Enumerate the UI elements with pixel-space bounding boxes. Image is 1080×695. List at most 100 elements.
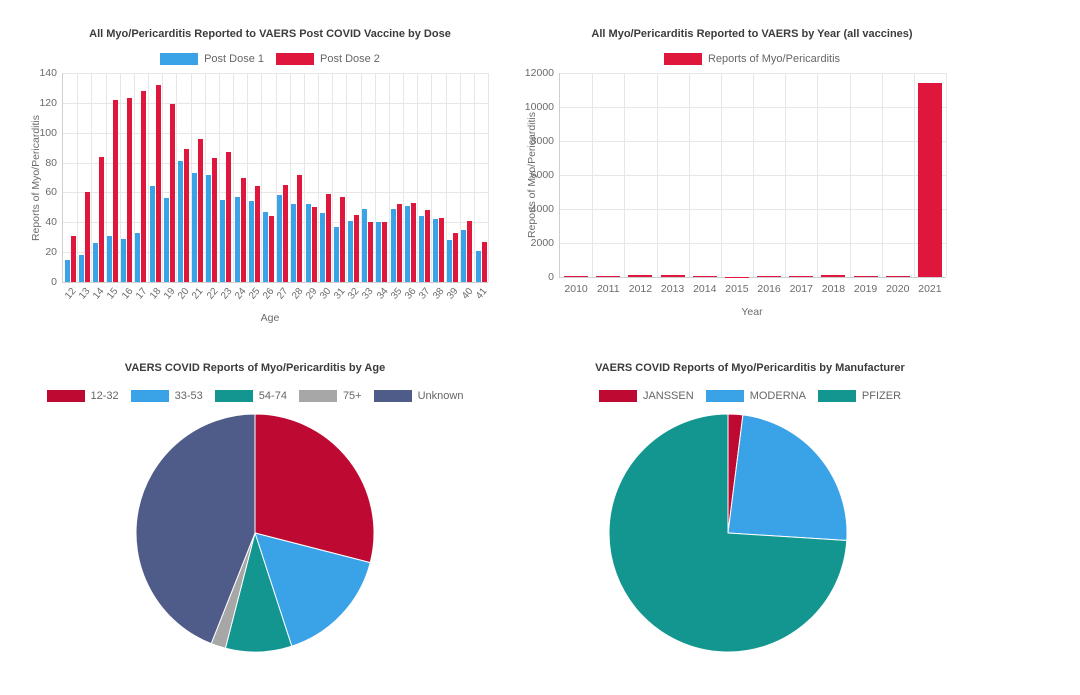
gridline	[332, 73, 334, 282]
x-axis-tick-label: 2018	[821, 283, 846, 295]
bar-post-dose-1-18	[149, 186, 155, 282]
bar-post-dose-2-20	[183, 149, 189, 282]
bar-group-18	[148, 73, 162, 282]
gridline	[261, 73, 263, 282]
legend-item-post-dose-1[interactable]: Post Dose 1	[160, 53, 264, 65]
bar-group-39	[446, 73, 460, 282]
plot-area: 0 2000 4000 6000 8000 10000 12000 2010 2011 2012 2…	[525, 67, 947, 295]
x-axis-tick-label: 2016	[757, 283, 781, 295]
y-axis-tick: 140	[39, 67, 57, 79]
bar-post-dose-2-29	[311, 207, 317, 282]
bar-post-dose-2-12	[70, 235, 76, 282]
bar-post-dose-2-33	[368, 222, 374, 282]
y-axis-tick: 0	[548, 271, 554, 283]
x-axis-tick-label: 21	[190, 286, 207, 302]
pie-svg	[608, 413, 848, 653]
gridline	[817, 73, 819, 277]
legend-item-54-74[interactable]: 54-74	[214, 390, 287, 402]
y-axis-tick: 60	[45, 186, 57, 199]
legend-item-moderna[interactable]: MODERNA	[705, 390, 806, 402]
bar-post-dose-2-18	[155, 84, 161, 282]
pie-slice-moderna	[727, 414, 848, 542]
y-axis-tick: 12000	[524, 67, 554, 79]
gridline	[318, 73, 319, 282]
bar-post-dose-2-22	[212, 158, 218, 282]
y-axis-tick: 80	[45, 156, 57, 169]
x-axis-tick-label: 27	[275, 286, 292, 302]
bar-post-dose-1-13	[78, 255, 84, 282]
legend-item-pfizer[interactable]: PFIZER	[817, 390, 901, 402]
y-axis-tick: 2000	[530, 237, 554, 249]
bar-group-34	[375, 73, 389, 282]
bar-post-dose-2-34	[382, 222, 388, 282]
legend-swatch	[276, 53, 314, 65]
bar-post-dose-1-27	[277, 195, 283, 282]
bar-post-dose-2-38	[439, 217, 445, 282]
x-axis-tick-label: 33	[360, 286, 377, 302]
legend-swatch	[373, 390, 412, 402]
legend-item-unknown[interactable]: Unknown	[373, 390, 463, 402]
bar-post-dose-2-21	[198, 138, 204, 282]
bar-group-2013	[657, 73, 689, 277]
bar-group-20	[176, 73, 190, 282]
x-axis-ticks: 12 13 14 15 16 17 18 19 20 21 22 23 24 25 26 27 28 29 30 31…	[63, 282, 489, 316]
bar-group-28	[290, 73, 304, 282]
bar-post-dose-2-36	[410, 202, 416, 282]
legend-item-reports-of-myo-pericarditis[interactable]: Reports of Myo/Pericarditis	[663, 53, 840, 65]
bar-group-2019	[850, 73, 882, 277]
y-axis-tick: 120	[39, 96, 57, 109]
legend-item-33-53[interactable]: 33-53	[130, 390, 203, 402]
gridline	[360, 73, 362, 282]
bar-post-dose-1-32	[348, 220, 354, 282]
bar-group-24	[233, 73, 247, 282]
bar-post-dose-2-26	[268, 216, 274, 282]
bar-group-35	[389, 73, 403, 282]
x-axis-tick-label: 15	[105, 286, 122, 302]
legend-item-12-32[interactable]: 12-32	[46, 390, 119, 402]
bar-group-41	[474, 73, 488, 282]
bar-group-33	[361, 73, 375, 282]
pie-slice-33-53	[254, 532, 371, 647]
bar-reports-of-myo-pericarditis-2020	[885, 276, 910, 277]
bar-post-dose-1-39	[447, 240, 453, 282]
bar-post-dose-1-41	[475, 250, 481, 282]
bar-group-19	[162, 73, 176, 282]
bar-post-dose-1-12	[64, 259, 70, 282]
gridline	[388, 73, 390, 282]
bar-group-2011	[592, 73, 624, 277]
legend-item-75[interactable]: 75+	[298, 390, 362, 402]
gridline	[148, 73, 149, 282]
x-axis-tick-label: 2021	[918, 283, 942, 295]
y-axis-tick: 4000	[530, 202, 554, 215]
legend-item-post-dose-2[interactable]: Post Dose 2	[276, 53, 380, 65]
legend-item-label: MODERNA	[749, 390, 806, 402]
x-axis-ticks: 2010 2011 2012 2013 2014 2015 2016 2017 2018 2019…	[560, 277, 946, 311]
bar-post-dose-1-36	[404, 205, 410, 282]
x-axis-tick-label: 2010	[564, 283, 588, 295]
bar-reports-of-myo-pericarditis-2013	[660, 275, 685, 277]
gridline	[720, 73, 722, 277]
gridline	[913, 73, 915, 277]
x-axis-tick-label: 2011	[596, 283, 620, 295]
bar-reports-of-myo-pericarditis-2018	[821, 275, 846, 277]
bar-group-38	[431, 73, 445, 282]
x-axis-tick-label: 2020	[886, 283, 910, 295]
legend-item-janssen[interactable]: JANSSEN	[598, 390, 694, 402]
bar-reports-of-myo-pericarditis-2019	[853, 276, 878, 277]
gridline	[374, 73, 376, 282]
bar-post-dose-1-40	[461, 229, 467, 282]
legend-swatch	[130, 390, 169, 402]
bar-post-dose-1-20	[177, 161, 183, 282]
gridline	[162, 73, 164, 282]
bar-group-37	[417, 73, 431, 282]
gridline	[656, 73, 658, 277]
bar-group-13	[77, 73, 91, 282]
chart-card-by-year: All Myo/Pericarditis Reported to VAERS b…	[490, 20, 1014, 350]
gridline	[488, 73, 489, 282]
x-axis-tick-label: 39	[445, 286, 462, 302]
bar-post-dose-1-17	[135, 232, 141, 282]
x-axis-tick-label: 2019	[853, 283, 878, 295]
legend-swatch	[298, 390, 337, 402]
gridline	[77, 73, 79, 282]
